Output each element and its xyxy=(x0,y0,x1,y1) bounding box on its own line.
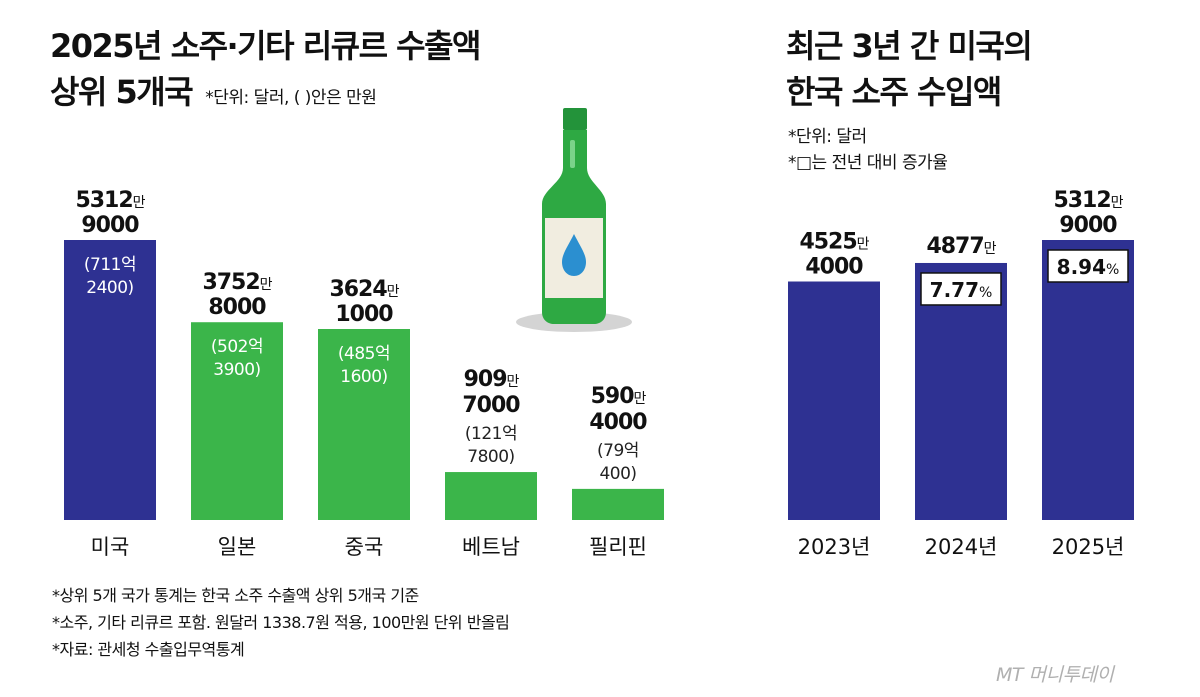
right-box-note: *□는 전년 대비 증가율 xyxy=(788,153,948,173)
krw-line1-1: (502억 xyxy=(211,337,263,357)
krw-line2-0: 2400) xyxy=(86,278,133,298)
year-label-0: 2023년 xyxy=(798,535,871,559)
year-value-label-0: 4525만 xyxy=(799,230,869,255)
value-rest-4: 4000 xyxy=(589,410,647,435)
year-value-label-2: 5312만 xyxy=(1053,188,1123,213)
value-label-2: 3624만 xyxy=(329,277,399,302)
left-title-row: 상위 5개국 *단위: 달러, ( )안은 만원 xyxy=(50,72,377,112)
year-bar-2 xyxy=(1042,240,1134,520)
left-title-line2: 상위 5개국 xyxy=(50,73,194,111)
growth-box-2 xyxy=(1047,249,1129,283)
footnote-3: *자료: 관세청 수출입무역통계 xyxy=(52,640,245,659)
growth-label-2: 8.94% xyxy=(1057,255,1120,279)
right-title-line2: 한국 소주 수입액 xyxy=(786,73,1002,111)
value-label-4: 590만 xyxy=(591,384,647,409)
krw-line1-2: (485억 xyxy=(338,344,390,364)
krw-label-0: (711억 2400) xyxy=(84,255,137,298)
year-bar-0 xyxy=(788,281,880,520)
krw-line1-4: (79억 xyxy=(597,441,639,461)
value-label-3: 909만 xyxy=(464,367,520,392)
krw-label-2: (485억 1600) xyxy=(338,344,391,387)
category-label-0: 미국 xyxy=(91,535,130,559)
krw-line1-0: (711억 xyxy=(84,255,136,275)
year-value-rest-0: 4000 xyxy=(805,255,863,280)
value-rest-1: 8000 xyxy=(208,295,266,320)
category-label-3: 베트남 xyxy=(462,535,520,559)
krw-label-1: (502억 3900) xyxy=(211,337,264,380)
value-label-0: 5312만 xyxy=(75,188,145,213)
growth-box-1 xyxy=(920,272,1002,306)
value-label-1: 3752만 xyxy=(202,270,272,295)
category-label-1: 일본 xyxy=(218,535,257,559)
bar-3 xyxy=(445,472,537,520)
footnote-2: *소주, 기타 리큐르 포함. 원달러 1338.7원 적용, 100만원 단위… xyxy=(52,613,510,632)
year-label-1: 2024년 xyxy=(925,535,998,559)
value-rest-0: 9000 xyxy=(81,213,139,238)
soju-bottle-icon xyxy=(516,108,632,332)
right-unit-note: *단위: 달러 xyxy=(788,127,867,147)
year-label-2: 2025년 xyxy=(1052,535,1125,559)
left-unit-note: *단위: 달러, ( )안은 만원 xyxy=(205,88,377,108)
krw-line2-1: 3900) xyxy=(213,360,260,380)
growth-label-1: 7.77% xyxy=(930,278,993,302)
krw-line2-4: 400) xyxy=(599,464,636,484)
bar-0 xyxy=(64,240,156,520)
logo: MT 머니투데이 xyxy=(996,664,1114,686)
year-value-label-1: 4877만 xyxy=(926,234,996,259)
bar-4 xyxy=(572,488,664,520)
krw-label-4: (79억 400) xyxy=(597,441,639,484)
krw-line2-3: 7800) xyxy=(467,447,514,467)
krw-line2-2: 1600) xyxy=(340,367,387,387)
year-value-rest-2: 9000 xyxy=(1059,213,1117,238)
year-bar-1 xyxy=(915,262,1007,520)
footnote-1: *상위 5개 국가 통계는 한국 소주 수출액 상위 5개국 기준 xyxy=(52,586,419,605)
right-title-line1: 최근 3년 간 미국의 xyxy=(786,27,1033,65)
value-rest-2: 1000 xyxy=(335,302,393,327)
category-label-2: 중국 xyxy=(345,535,384,559)
value-rest-3: 7000 xyxy=(462,393,520,418)
krw-label-3: (121억 7800) xyxy=(465,424,518,467)
footnotes: *상위 5개 국가 통계는 한국 소주 수출액 상위 5개국 기준 *소주, 기… xyxy=(52,582,510,663)
left-title-line1: 2025년 소주·기타 리큐르 수출액 xyxy=(50,27,481,65)
krw-line1-3: (121억 xyxy=(465,424,517,444)
category-label-4: 필리핀 xyxy=(589,535,647,559)
bar-1 xyxy=(191,322,283,520)
bar-2 xyxy=(318,329,410,520)
